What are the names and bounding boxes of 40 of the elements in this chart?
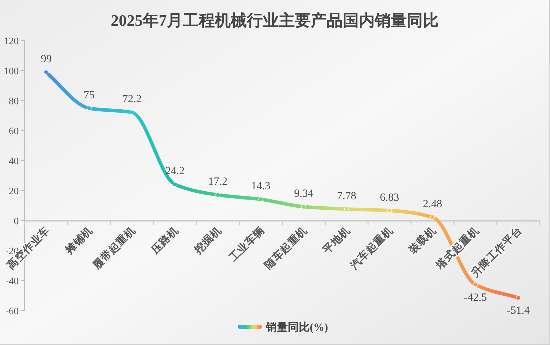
- x-tick-label: 摊铺机: [62, 224, 96, 258]
- x-tick-label: 压路机: [148, 224, 182, 258]
- point: [86, 106, 92, 111]
- y-tick-label: 40: [9, 156, 19, 168]
- data-label: 14.3: [251, 180, 272, 193]
- data-label: -51.4: [507, 305, 530, 318]
- y-tick-label: 80: [9, 96, 19, 108]
- y-tick-label: -40: [6, 276, 19, 288]
- point: [473, 282, 478, 288]
- point: [172, 182, 178, 188]
- data-label: 72.2: [122, 94, 142, 106]
- point: [302, 204, 306, 210]
- y-tick-label: 100: [4, 66, 19, 78]
- y-tick-label: -60: [6, 306, 19, 318]
- x-tick-label: 挖掘机: [191, 224, 224, 258]
- data-label: 7.78: [337, 190, 357, 202]
- data-label: 75: [84, 90, 96, 102]
- y-tick-label: 120: [4, 36, 19, 48]
- point: [44, 70, 49, 75]
- data-label: 99: [40, 54, 52, 66]
- point: [130, 110, 135, 116]
- data-label: -42.5: [464, 292, 488, 304]
- y-tick-label: 60: [9, 126, 19, 138]
- point: [258, 197, 264, 202]
- y-tick-label: 20: [9, 186, 19, 198]
- data-label: 9.34: [294, 188, 314, 200]
- point: [430, 214, 436, 220]
- data-label: 24.2: [166, 166, 185, 178]
- point: [516, 296, 521, 301]
- chart-title: 2025年7月工程机械行业主要产品国内销量同比: [111, 11, 439, 30]
- data-label: 6.83: [380, 192, 400, 204]
- legend-label: 销量同比(%): [265, 321, 329, 334]
- x-tick-label: 平地机: [320, 224, 353, 258]
- y-tick-label: 0: [14, 216, 19, 228]
- x-tick-label: 装载机: [406, 224, 439, 258]
- data-label: 2.48: [423, 198, 443, 210]
- data-label: 17.2: [208, 176, 228, 188]
- point: [387, 208, 392, 214]
- point: [216, 192, 221, 198]
- point: [344, 206, 350, 212]
